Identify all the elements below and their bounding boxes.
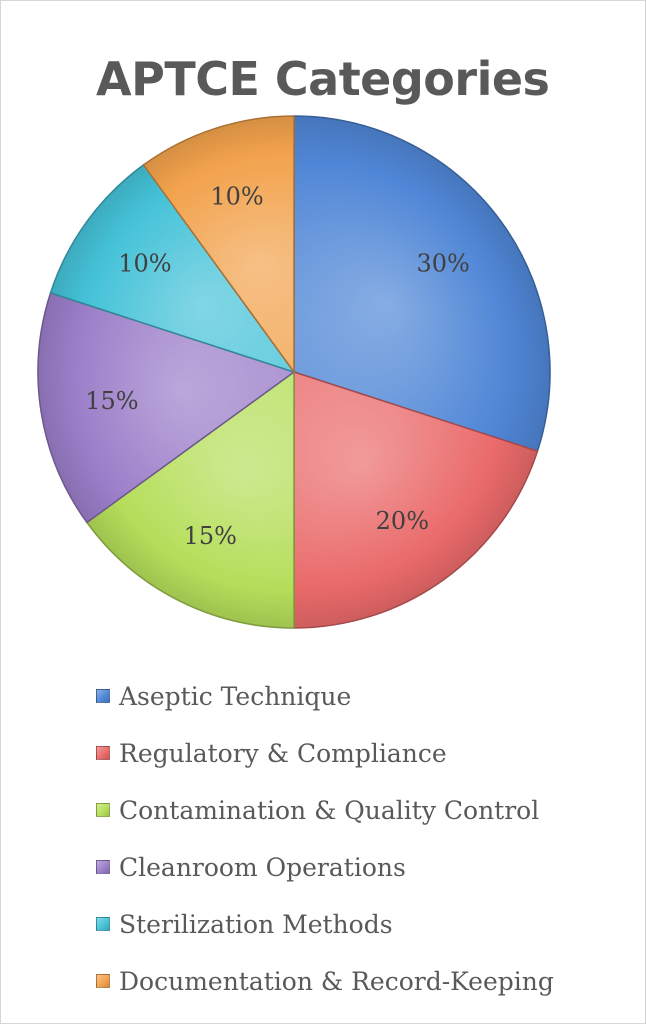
legend-label: Regulatory & Compliance <box>119 738 447 768</box>
legend-item: Contamination & Quality Control <box>96 790 539 830</box>
pie-slice-2 <box>293 371 539 629</box>
legend-item: Cleanroom Operations <box>96 847 406 887</box>
data-label-2: 20% <box>376 507 429 535</box>
chart-title: APTCE Categories <box>96 52 550 106</box>
data-label-5: 10% <box>118 250 171 278</box>
legend-label: Documentation & Record-Keeping <box>119 966 554 996</box>
legend-item: Sterilization Methods <box>96 904 393 944</box>
legend-item: Aseptic Technique <box>96 676 351 716</box>
legend-item: Documentation & Record-Keeping <box>96 961 554 1001</box>
legend-swatch <box>96 974 110 988</box>
legend-swatch <box>96 746 110 760</box>
pie-chart: 30% 20% 15% 15% 10% 10% <box>37 115 551 629</box>
legend-swatch <box>96 917 110 931</box>
pie-slice-1 <box>293 115 551 452</box>
legend-swatch <box>96 689 110 703</box>
legend-label: Contamination & Quality Control <box>119 795 540 825</box>
pie-slice-4 <box>37 292 295 524</box>
legend-label: Aseptic Technique <box>119 681 352 711</box>
data-label-6: 10% <box>210 183 263 211</box>
legend-label: Sterilization Methods <box>119 909 393 939</box>
data-label-4: 15% <box>85 387 138 415</box>
legend-item: Regulatory & Compliance <box>96 733 447 773</box>
legend-label: Cleanroom Operations <box>119 852 406 882</box>
data-label-3: 15% <box>184 522 237 550</box>
pie-slice-3 <box>86 371 295 629</box>
legend-swatch <box>96 860 110 874</box>
pie-slice-6 <box>142 115 295 373</box>
pie-slice-5 <box>49 164 295 373</box>
data-label-1: 30% <box>416 250 469 278</box>
legend-swatch <box>96 803 110 817</box>
